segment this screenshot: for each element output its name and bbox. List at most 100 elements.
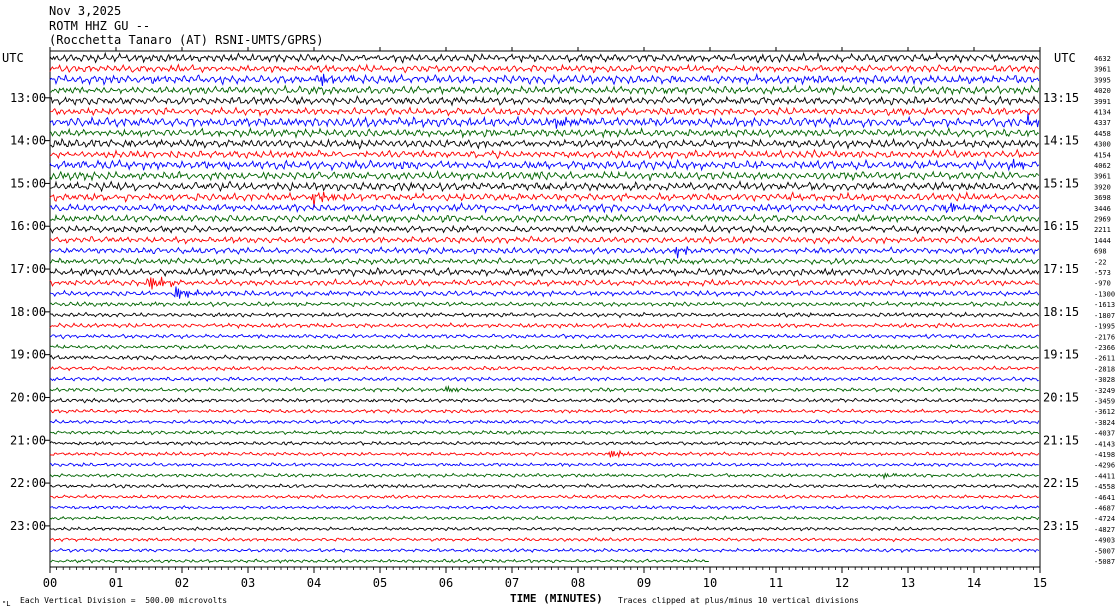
- seismic-trace: [49, 311, 1040, 319]
- utc-label-left: UTC: [2, 51, 24, 65]
- x-tick-label: 12: [835, 576, 849, 590]
- seismic-trace: [49, 256, 1040, 266]
- seismic-trace: [49, 397, 1040, 404]
- station-code: ROTM HHZ GU --: [49, 19, 151, 33]
- hour-label-right: 20:15: [1043, 390, 1079, 404]
- hour-label-right: 15:15: [1043, 176, 1079, 190]
- trace-offset-label: -970: [1094, 280, 1111, 288]
- seismic-trace: [49, 365, 1039, 372]
- x-tick-label: 09: [637, 576, 651, 590]
- trace-offset-label: -4296: [1094, 462, 1115, 470]
- seismic-trace: [49, 266, 1040, 278]
- trace-offset-label: 4300: [1094, 141, 1111, 149]
- x-tick-label: 06: [439, 576, 453, 590]
- x-tick-label: 08: [571, 576, 585, 590]
- seismic-trace: [49, 547, 1040, 554]
- hour-label-left: 21:00: [10, 433, 46, 447]
- trace-offset-label: -3028: [1094, 376, 1115, 384]
- trace-offset-label: 4154: [1094, 151, 1111, 159]
- hour-label-left: 19:00: [10, 348, 46, 362]
- hour-label-right: 17:15: [1043, 262, 1079, 276]
- seismic-trace: [49, 515, 1040, 521]
- trace-offset-label: -5007: [1094, 547, 1115, 555]
- trace-offset-label: 3698: [1094, 194, 1111, 202]
- hour-label-left: 20:00: [10, 390, 46, 404]
- hour-label-right: 19:15: [1043, 348, 1079, 362]
- x-tick-label: 13: [901, 576, 915, 590]
- trace-offset-label: -3824: [1094, 419, 1115, 427]
- trace-offset-label: -4411: [1094, 472, 1115, 480]
- seismic-trace: [49, 322, 1039, 330]
- seismic-trace: [49, 106, 1040, 118]
- trace-offset-label: -1995: [1094, 323, 1115, 331]
- trace-offset-label: 3961: [1094, 173, 1111, 181]
- seismic-trace: [49, 449, 1040, 459]
- x-tick-label: 00: [43, 576, 57, 590]
- trace-offset-label: 4458: [1094, 130, 1111, 138]
- trace-offset-label: 4020: [1094, 87, 1111, 95]
- trace-offset-label: -4143: [1094, 440, 1115, 448]
- vertical-division-note: Each Vertical Division = 500.00 microvol…: [20, 596, 228, 605]
- seismic-trace: [49, 526, 1040, 532]
- seismic-trace: [49, 213, 1040, 224]
- x-tick-label: 04: [307, 576, 321, 590]
- x-tick-label: 10: [703, 576, 717, 590]
- seismic-trace: [49, 343, 1039, 351]
- x-tick-label: 05: [373, 576, 387, 590]
- hour-label-right: 22:15: [1043, 476, 1079, 490]
- trace-offset-label: -2818: [1094, 365, 1115, 373]
- hour-label-left: 22:00: [10, 476, 46, 490]
- trace-offset-label: -22: [1094, 258, 1107, 266]
- trace-offset-label: 1444: [1094, 237, 1111, 245]
- seismic-trace: [49, 504, 1040, 511]
- trace-offset-label: -3612: [1094, 408, 1115, 416]
- trace-offset-label: -4724: [1094, 515, 1115, 523]
- seismic-trace: [49, 354, 1039, 361]
- seismic-trace: [49, 461, 1039, 468]
- trace-offset-label: 3920: [1094, 183, 1111, 191]
- trace-offset-label: 3991: [1094, 98, 1111, 106]
- seismic-trace: [49, 63, 1040, 74]
- seismic-trace: [49, 179, 1040, 193]
- trace-offset-label: 3995: [1094, 76, 1111, 84]
- seismic-trace: [49, 440, 1040, 447]
- hour-label-right: 14:15: [1043, 134, 1079, 148]
- trace-offset-label: -4558: [1094, 483, 1115, 491]
- trace-offset-label: -2366: [1094, 344, 1115, 352]
- hour-label-right: 23:15: [1043, 519, 1079, 533]
- seismic-trace: [49, 493, 1040, 500]
- trace-offset-label: -1300: [1094, 290, 1115, 298]
- x-axis-label: TIME (MINUTES): [510, 592, 603, 605]
- seismic-trace: [49, 286, 1040, 299]
- x-tick-label: 15: [1033, 576, 1047, 590]
- seismic-trace: [49, 148, 1040, 160]
- hour-label-left: 16:00: [10, 219, 46, 233]
- seismic-trace: [50, 558, 709, 564]
- trace-offset-label: -3459: [1094, 397, 1115, 405]
- trace-offset-label: -3249: [1094, 387, 1115, 395]
- corner-mark: "L: [2, 600, 11, 608]
- x-tick-label: 11: [769, 576, 783, 590]
- trace-offset-label: -1807: [1094, 312, 1115, 320]
- x-tick-label: 02: [175, 576, 189, 590]
- trace-offset-label: 3446: [1094, 205, 1111, 213]
- seismic-trace: [49, 472, 1039, 481]
- seismic-trace: [49, 418, 1040, 425]
- trace-offset-label: 4134: [1094, 109, 1111, 117]
- trace-offset-label: -2611: [1094, 355, 1115, 363]
- utc-label-right: UTC: [1054, 51, 1076, 65]
- trace-offset-label: 698: [1094, 248, 1107, 256]
- seismic-trace: [49, 191, 1040, 208]
- seismic-trace: [49, 376, 1039, 383]
- seismic-trace: [49, 158, 1040, 172]
- seismic-trace: [50, 137, 1039, 150]
- seismic-trace: [49, 429, 1040, 436]
- trace-offset-label: 2969: [1094, 216, 1111, 224]
- hour-label-right: 18:15: [1043, 305, 1079, 319]
- seismic-trace: [49, 113, 1040, 129]
- seismic-trace: [49, 224, 1039, 235]
- trace-offset-label: -4687: [1094, 504, 1115, 512]
- trace-offset-label: -4903: [1094, 537, 1115, 545]
- hour-label-left: 17:00: [10, 262, 46, 276]
